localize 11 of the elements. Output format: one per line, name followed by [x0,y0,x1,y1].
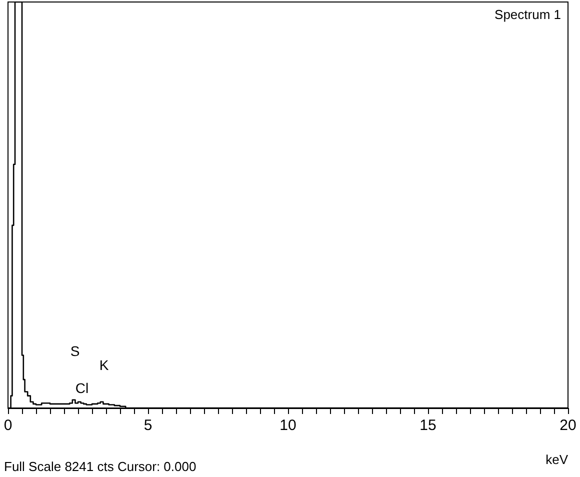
x-axis-title: keV [546,452,568,467]
x-tick-label: 0 [4,417,12,434]
annotation: S [70,343,80,359]
annotation: Cl [75,380,89,396]
text: Full Scale 8241 cts Cursor: 0.000 [4,459,196,474]
x-tick-label: 20 [560,417,576,434]
x-tick-label: 15 [420,417,436,434]
annotation: K [99,357,110,373]
x-tick-label: 10 [280,417,296,434]
x-tick-label: 5 [144,417,152,434]
chart-title: Spectrum 1 [494,7,562,22]
